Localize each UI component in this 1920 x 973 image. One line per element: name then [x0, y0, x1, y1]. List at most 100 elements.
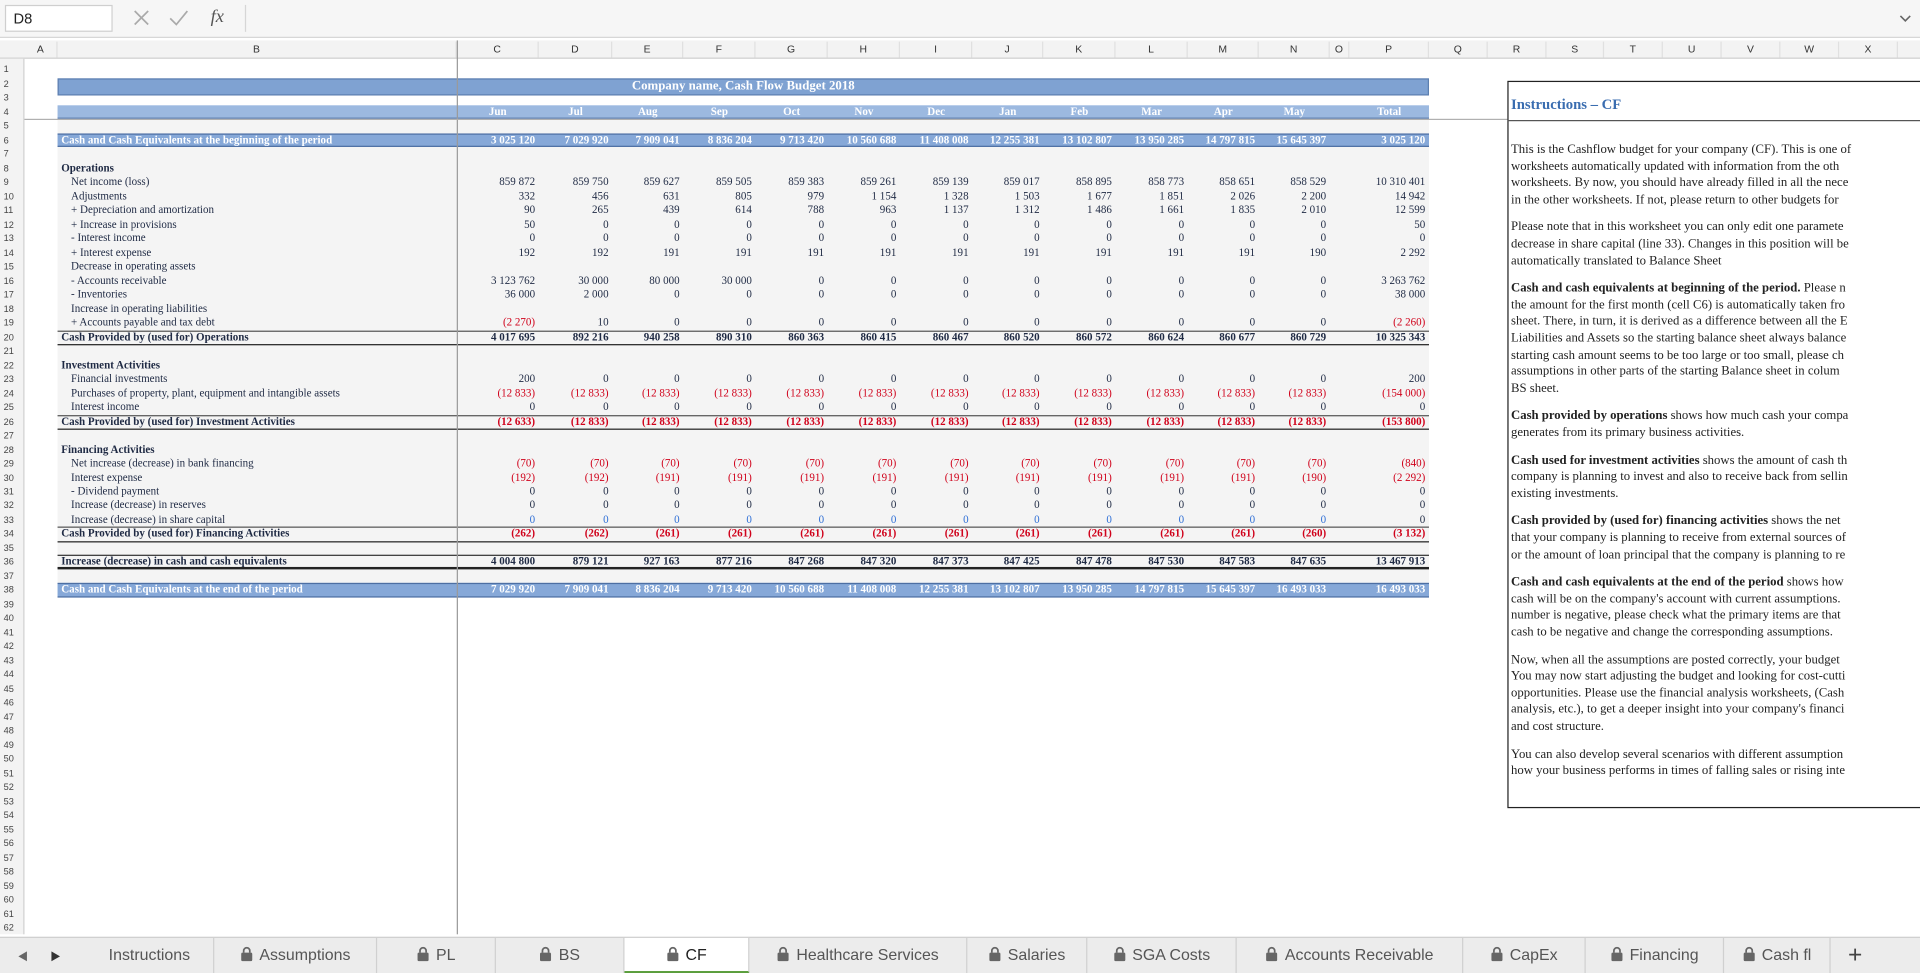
cell-value: (70)	[1236, 456, 1256, 470]
cell-value: 0	[890, 372, 897, 385]
cell-value: 8 836 204	[635, 583, 680, 596]
cell-value: 0	[1320, 231, 1327, 244]
tab-label[interactable]: Salaries	[1007, 945, 1066, 964]
cell-value: 12 255 381	[990, 133, 1040, 146]
row-number: 14	[3, 246, 14, 258]
cell-value: 0	[1106, 217, 1112, 230]
tab-label[interactable]: Financing	[1629, 945, 1699, 964]
row-label: Cash Provided by (used for) Operations	[61, 330, 249, 343]
cell-value: 12 255 381	[918, 583, 969, 596]
sheet-tab[interactable]: Assumptions	[214, 937, 378, 973]
tab-label[interactable]: Assumptions	[259, 945, 351, 964]
cancel-icon[interactable]	[134, 10, 149, 26]
cell-value: 0	[890, 273, 897, 287]
sheet-tab[interactable]: BS	[496, 937, 625, 973]
cell-value: 2 200	[1301, 189, 1327, 202]
cell-value: 0	[674, 217, 680, 230]
text: You can also develop several scenarios w…	[1511, 747, 1844, 762]
lock-icon	[1113, 946, 1125, 962]
cell-value: 859 139	[932, 175, 969, 188]
row-number: 12	[3, 218, 14, 230]
cell-value: (70)	[1307, 456, 1327, 470]
sheet-tab[interactable]: Salaries	[967, 937, 1088, 973]
cell-value: 860 363	[788, 330, 825, 343]
cell-value: 0	[746, 287, 752, 301]
cell-value: 8 836 204	[707, 133, 752, 146]
cell-value: 0	[890, 400, 897, 413]
cell-value: (12 833)	[641, 414, 680, 427]
expand-icon[interactable]	[1898, 12, 1913, 24]
row-label: - Accounts receivable	[71, 273, 167, 287]
tab-label[interactable]: Cash fl	[1761, 945, 1812, 964]
cell-value: 0	[1249, 372, 1256, 385]
cell-value: 0	[746, 217, 752, 230]
confirm-icon[interactable]	[169, 10, 189, 26]
sheet-tab[interactable]: CapEx	[1463, 937, 1586, 973]
cell-value: 191	[1095, 245, 1112, 258]
cell-value: 940 258	[643, 330, 680, 343]
cell-value: (191)	[655, 470, 680, 484]
cell-value: 2 000	[583, 287, 609, 301]
cell-value: (840)	[1401, 456, 1426, 470]
row-number: 15	[3, 261, 14, 273]
cell-value: (12 833)	[1146, 386, 1185, 399]
cell-value: 13 950 285	[1134, 133, 1185, 146]
row-number: 10	[3, 190, 14, 202]
cell-value: 0	[674, 513, 680, 526]
column-header: N	[1259, 41, 1330, 58]
fx-label[interactable]: fx	[210, 7, 224, 27]
row-number: 43	[3, 654, 14, 666]
tab-label[interactable]: Accounts Receivable	[1284, 945, 1434, 964]
tab-label[interactable]: Instructions	[108, 945, 191, 964]
cell-value: (70)	[516, 456, 536, 470]
cell-value: 0	[1249, 287, 1256, 301]
sheet-tab[interactable]: CF	[624, 937, 750, 973]
sheet-tab[interactable]: SGA Costs	[1087, 937, 1237, 973]
column-header: B	[58, 41, 457, 58]
tab-label[interactable]: SGA Costs	[1132, 945, 1211, 964]
cell-value: 0	[674, 372, 680, 385]
add-sheet[interactable]: +	[1847, 941, 1863, 969]
sheet-tab[interactable]: Financing	[1586, 937, 1725, 973]
tab-label[interactable]: Healthcare Services	[796, 945, 939, 964]
cell-value: 847 635	[1290, 555, 1327, 568]
text: that your company is planning to receive…	[1511, 531, 1846, 545]
cell-value: 0	[1106, 231, 1112, 244]
instruction-line: sheet. There, in turn, it is derived as …	[1511, 314, 1848, 331]
cell-value: 0	[1034, 287, 1040, 301]
sheet-tab[interactable]: Healthcare Services	[749, 937, 968, 973]
cell-value: 0	[1034, 217, 1040, 230]
cell-value: 847 583	[1219, 555, 1256, 568]
row-number: 41	[3, 626, 14, 638]
name-box[interactable]: D8	[4, 4, 113, 32]
row-number: 6	[3, 134, 9, 146]
sheet-tab[interactable]: Instructions	[86, 937, 215, 973]
cell-value: 858 529	[1290, 175, 1327, 188]
tab-label[interactable]: BS	[558, 945, 581, 964]
column-header: J	[972, 41, 1044, 58]
text: in the other worksheets. If not, please …	[1511, 193, 1839, 207]
tab-label[interactable]: CF	[685, 945, 707, 964]
period-header: Feb	[1070, 105, 1089, 118]
cell-value: 13 102 807	[990, 583, 1040, 596]
total-rule	[57, 527, 1429, 543]
sheet-tab[interactable]: PL	[377, 937, 496, 973]
cell-value: (191)	[1087, 470, 1112, 484]
cell-value: 0	[1419, 498, 1426, 512]
cell-value: 1 154	[871, 189, 897, 202]
cell-value: 0	[1106, 400, 1112, 413]
text: cash will be on the company's account wi…	[1511, 592, 1841, 606]
instruction-line: or the amount of loan principal that the…	[1511, 547, 1845, 564]
cell-value: 0	[1178, 217, 1185, 230]
period-header: Jul	[568, 105, 583, 118]
tab-label[interactable]: PL	[435, 945, 456, 964]
tab-nav[interactable]	[12, 947, 73, 967]
cell-value: 10 560 688	[846, 133, 897, 146]
sheet-tab[interactable]: Cash fl	[1724, 937, 1831, 973]
cell-value: 14 797 815	[1134, 583, 1185, 596]
cell-value: 0	[890, 316, 897, 329]
cell-value: 0	[529, 484, 536, 498]
sheet-tab[interactable]: Accounts Receivable	[1237, 937, 1464, 973]
row-number: 30	[3, 472, 14, 484]
tab-label[interactable]: CapEx	[1509, 945, 1558, 964]
